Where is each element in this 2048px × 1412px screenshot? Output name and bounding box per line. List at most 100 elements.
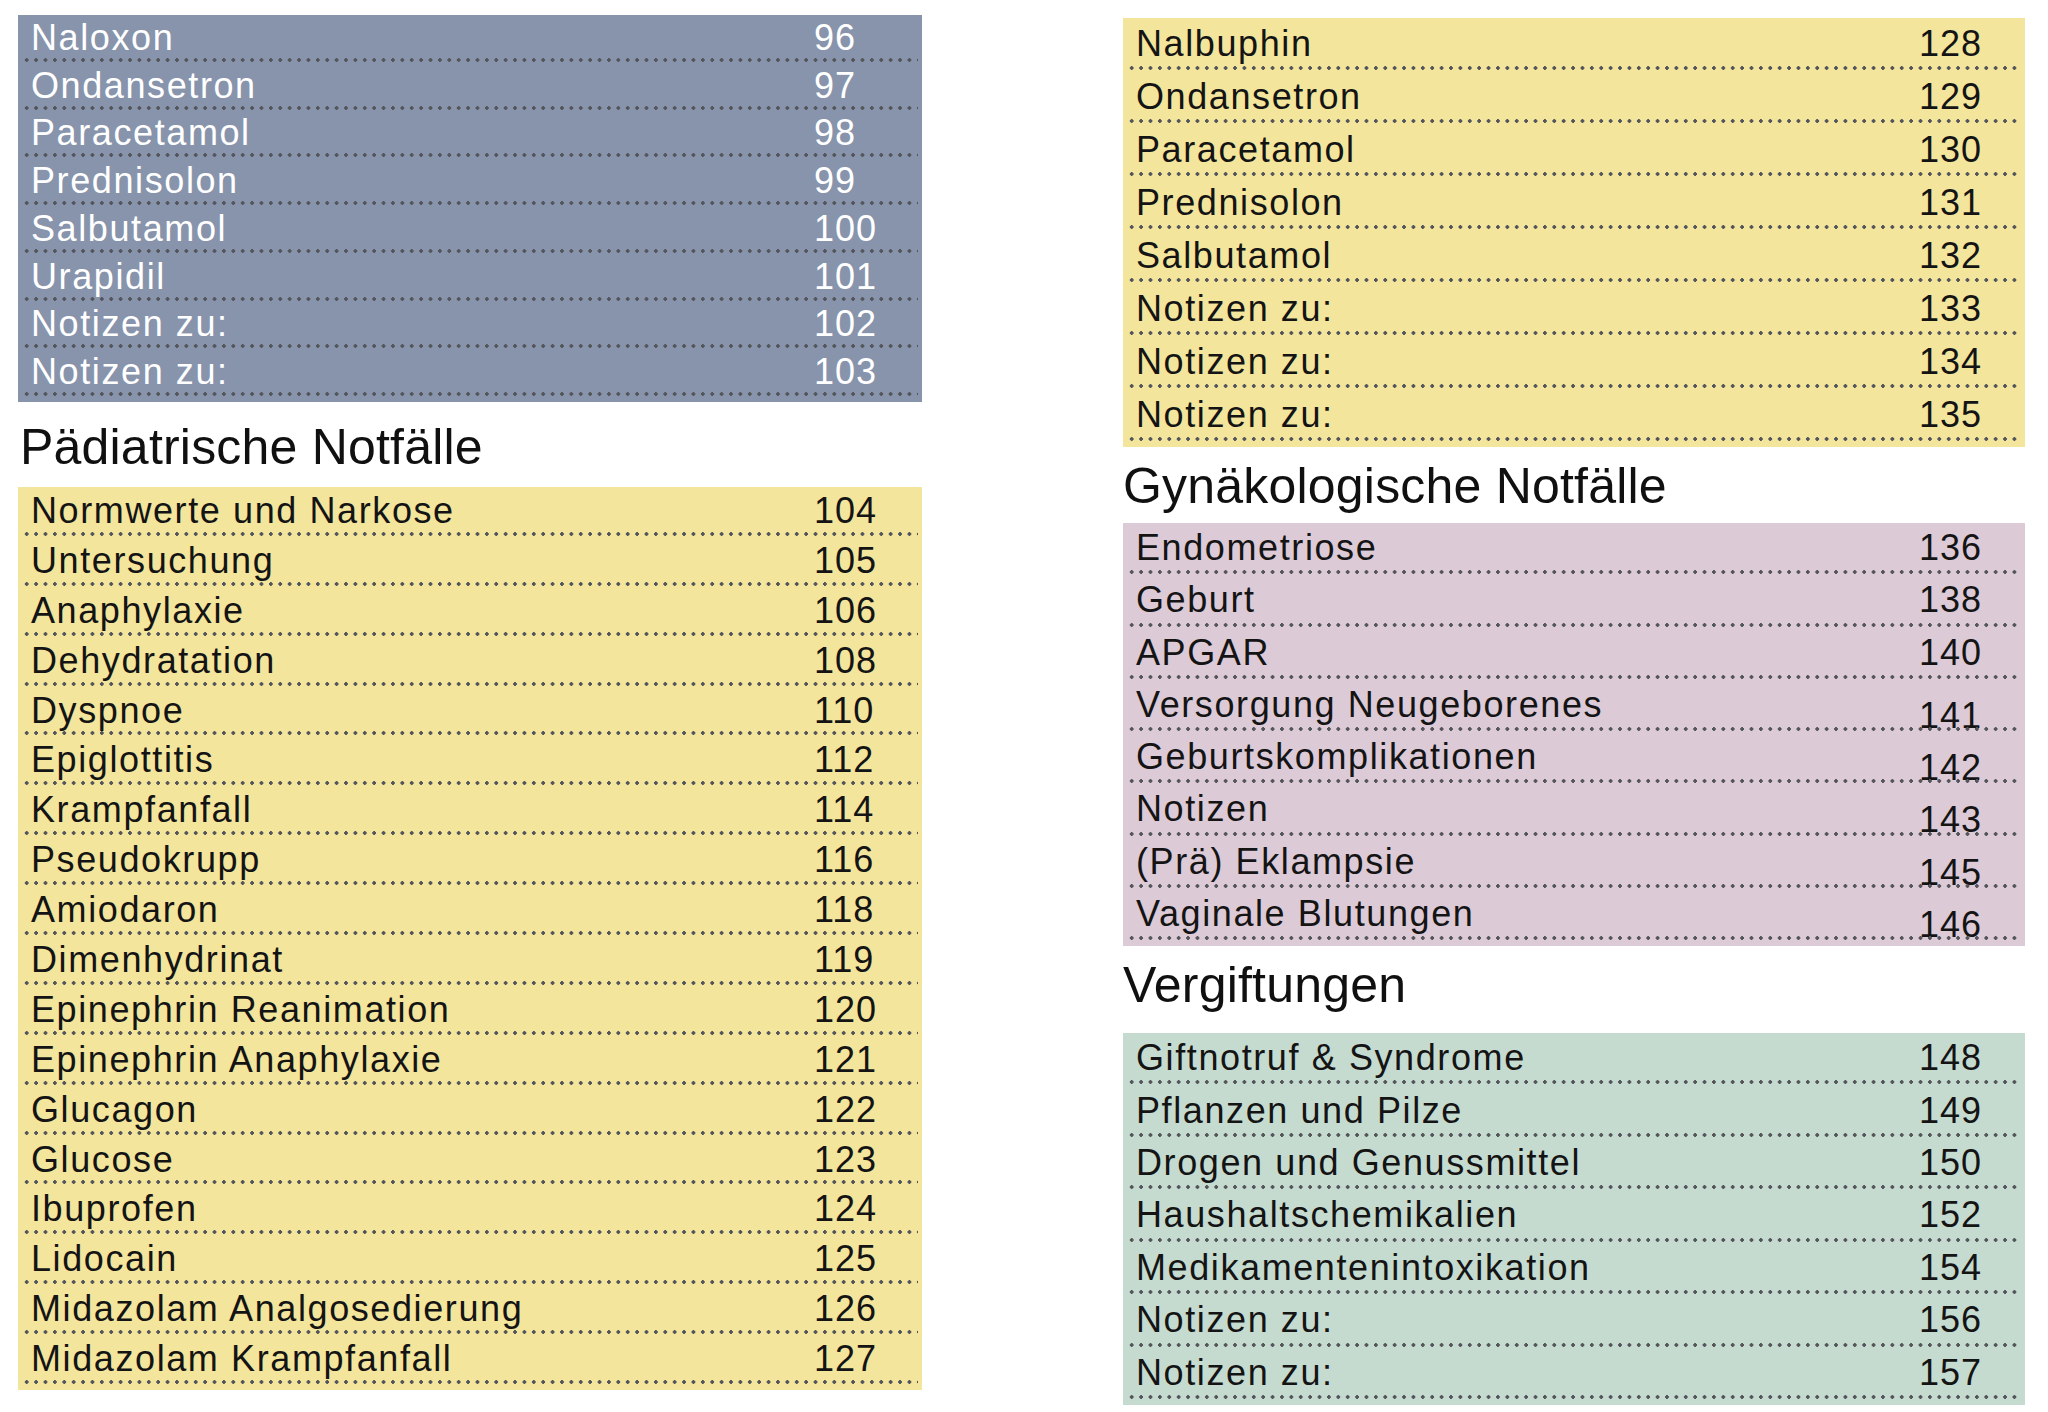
toc-entry-label: Haushaltschemikalien (1136, 1195, 1518, 1237)
toc-row: APGAR140 (1123, 628, 2025, 680)
toc-entry-label: Pseudokrupp (31, 839, 261, 881)
toc-row: Untersuchung105 (18, 537, 922, 587)
toc-row: Vaginale Blutungen146 (1123, 889, 2025, 941)
toc-row: Anaphylaxie 106 (18, 587, 922, 637)
toc-entry-label: Dimenhydrinat (31, 939, 284, 981)
toc-entry-label: Krampfanfall (31, 789, 252, 831)
toc-entry-label: Naloxon (31, 17, 174, 59)
toc-entry-page: 125 (814, 1238, 877, 1280)
toc-entry-label: Untersuchung (31, 540, 274, 582)
toc-entry-page: 96 (814, 17, 856, 59)
toc-block-right-pink: Endometriose136Geburt138APGAR140Versorgu… (1123, 523, 2025, 946)
toc-row: Prednisolon99 (18, 158, 922, 206)
toc-entry-page: 148 (1919, 1037, 1982, 1079)
toc-row: Geburtskomplikationen142 (1123, 732, 2025, 784)
toc-entry-label: Glucose (31, 1139, 174, 1181)
toc-entry-label: Lidocain (31, 1238, 178, 1280)
toc-entry-label: Notizen zu: (1136, 394, 1334, 436)
toc-entry-page: 135 (1919, 394, 1982, 436)
toc-row: Epinephrin Anaphylaxie121 (18, 1036, 922, 1086)
toc-entry-page: 119 (814, 939, 874, 981)
toc-entry-page: 136 (1919, 527, 1982, 569)
toc-row: Paracetamol98 (18, 111, 922, 159)
toc-row: Epinephrin Reanimation120 (18, 986, 922, 1036)
toc-entry-page: 157 (1919, 1352, 1982, 1394)
toc-entry-label: Medikamentenintoxikation (1136, 1247, 1591, 1289)
toc-entry-label: Epinephrin Reanimation (31, 989, 450, 1031)
toc-entry-page: 122 (814, 1089, 877, 1131)
toc-row: Ondansetron129 (1123, 71, 2025, 124)
toc-entry-label: Notizen zu: (31, 351, 229, 393)
toc-entry-page: 118 (814, 889, 874, 931)
toc-entry-label: Salbutamol (31, 208, 227, 250)
toc-row: Endometriose136 (1123, 523, 2025, 575)
toc-row: Notizen zu: 135 (1123, 389, 2025, 442)
toc-row: Naloxon 96 (18, 15, 922, 63)
toc-entry-page: 112 (814, 740, 874, 782)
toc-row: Prednisolon131 (1123, 177, 2025, 230)
toc-entry-label: Dyspnoe (31, 690, 184, 732)
toc-block-left-blue: Naloxon 96 Ondansetron 97Paracetamol98Predn… (18, 15, 922, 402)
toc-entry-label: APGAR (1136, 632, 1270, 674)
toc-entry-page: 134 (1919, 341, 1982, 383)
toc-entry-page: 103 (814, 351, 877, 393)
toc-row: Ondansetron 97 (18, 63, 922, 111)
toc-row: Geburt138 (1123, 575, 2025, 627)
toc-entry-page: 152 (1919, 1195, 1982, 1237)
toc-entry-page: 156 (1919, 1299, 1982, 1341)
toc-block-right-yellow: Nalbuphin128Ondansetron129 Paracetamol 130… (1123, 18, 2025, 447)
toc-row: Notizen zu: 156 (1123, 1295, 2025, 1347)
toc-row: Medikamentenintoxikation 154 (1123, 1243, 2025, 1295)
toc-entry-page: 114 (814, 789, 874, 831)
toc-row: Dyspnoe110 (18, 687, 922, 737)
toc-entry-page: 132 (1919, 235, 1982, 277)
toc-row: Notizen zu:134 (1123, 336, 2025, 389)
toc-row: Versorgung Neugeborenes141 (1123, 680, 2025, 732)
toc-entry-label: Urapidil (31, 256, 166, 298)
toc-row: (Prä) Eklampsie145 (1123, 837, 2025, 889)
toc-entry-page: 123 (814, 1139, 877, 1181)
toc-page: Naloxon96Ondansetron97Paracetamol98Predn… (0, 0, 2048, 1412)
toc-entry-label: Midazolam Krampfanfall (31, 1338, 452, 1380)
toc-entry-label: Prednisolon (31, 160, 239, 202)
toc-row: Notizen zu: 157 (1123, 1348, 2025, 1400)
toc-entry-label: Normwerte und Narkose (31, 490, 455, 532)
toc-entry-page: 128 (1919, 23, 1982, 65)
toc-row: Giftnotruf & Syndrome148 (1123, 1033, 2025, 1085)
toc-entry-page: 142 (1919, 747, 1982, 789)
toc-entry-page: 154 (1919, 1247, 1982, 1289)
toc-entry-page: 143 (1919, 800, 1982, 842)
toc-entry-page: 104 (814, 490, 877, 532)
toc-entry-label: Notizen zu: (31, 304, 229, 346)
toc-entry-page: 106 (814, 590, 877, 632)
toc-row: Ibuprofen124 (18, 1185, 922, 1235)
toc-entry-label: Geburt (1136, 580, 1256, 622)
toc-row: Dehydratation108 (18, 637, 922, 687)
toc-entry-page: 127 (814, 1338, 877, 1380)
toc-row: Salbutamol 100 (18, 206, 922, 254)
toc-block-left-yellow: Normwerte und Narkose104Untersuchung105A… (18, 487, 922, 1390)
toc-entry-page: 97 (814, 65, 856, 107)
toc-entry-label: Paracetamol (1136, 129, 1356, 171)
toc-block-right-green: Giftnotruf & Syndrome148Pflanzen und Pil… (1123, 1033, 2025, 1405)
toc-row: Salbutamol132 (1123, 230, 2025, 283)
toc-row: Midazolam Analgosedierung126 (18, 1285, 922, 1335)
toc-entry-label: Ondansetron (1136, 76, 1362, 118)
toc-entry-label: Vaginale Blutungen (1136, 893, 1474, 935)
toc-row: Amiodaron118 (18, 886, 922, 936)
toc-entry-page: 98 (814, 113, 856, 155)
toc-row: Nalbuphin128 (1123, 18, 2025, 71)
section-heading: Vergiftungen (1123, 956, 1406, 1014)
toc-entry-label: Notizen zu: (1136, 1299, 1334, 1341)
toc-entry-label: Ondansetron (31, 65, 257, 107)
toc-entry-label: Anaphylaxie (31, 590, 245, 632)
toc-row: Midazolam Krampfanfall 127 (18, 1335, 922, 1385)
toc-entry-page: 146 (1919, 904, 1982, 946)
toc-entry-label: Drogen und Genussmittel (1136, 1142, 1581, 1184)
toc-row: Normwerte und Narkose 104 (18, 487, 922, 537)
toc-entry-page: 100 (814, 208, 877, 250)
toc-entry-page: 141 (1919, 695, 1982, 737)
toc-entry-label: Notizen zu: (1136, 1352, 1334, 1394)
toc-entry-page: 130 (1919, 129, 1982, 171)
toc-row: Krampfanfall 114 (18, 786, 922, 836)
